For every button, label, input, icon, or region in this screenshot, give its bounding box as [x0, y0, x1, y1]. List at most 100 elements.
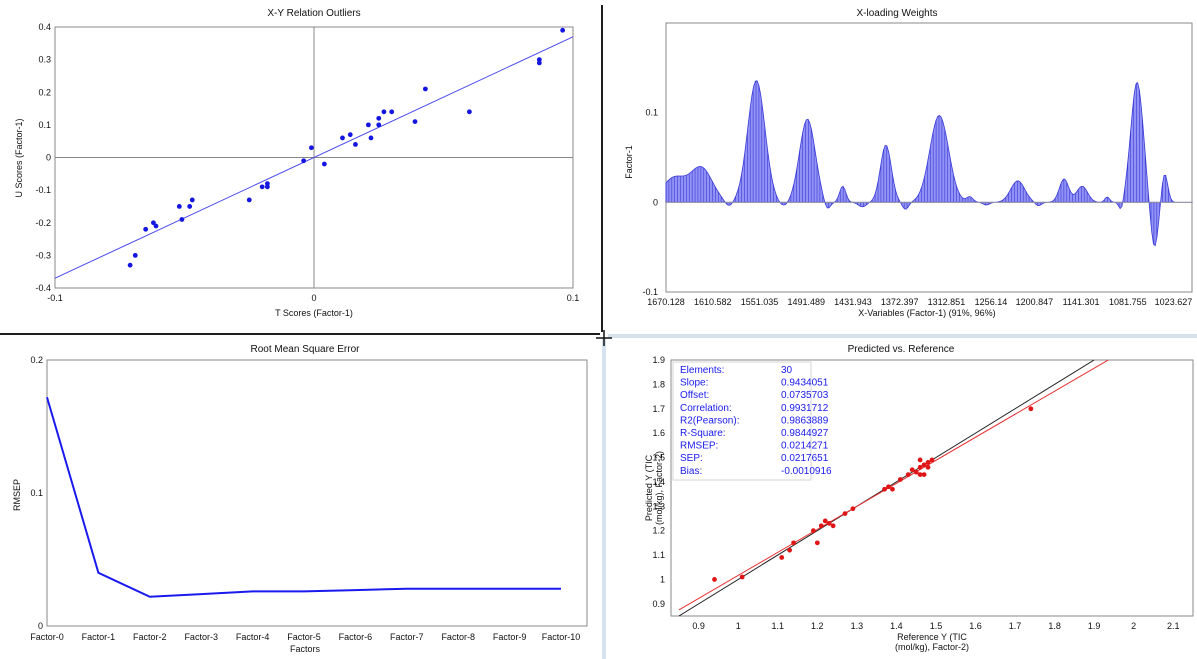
- rmse-x-tick-label: Factor-4: [236, 632, 270, 642]
- pred-x-tick-label: 1.8: [1048, 621, 1061, 631]
- xy-y-tick-label: -0.1: [35, 185, 51, 195]
- pred-data-point: [890, 486, 895, 492]
- pred-stat-value: 0.0217651: [781, 453, 829, 464]
- xy-relation-outliers-panel: X-Y Relation Outliers 0.40.30.20.10-0.1-…: [14, 8, 579, 318]
- xload-x-tick-label: 1610.582: [694, 297, 732, 307]
- rmse-x-axis-label: Factors: [290, 644, 321, 654]
- xload-y-tick-label: 0: [653, 197, 658, 207]
- pred-stats-background: [672, 361, 812, 481]
- pred-data-point: [925, 464, 931, 470]
- xy-data-point: [246, 197, 252, 203]
- xy-data-point: [376, 122, 382, 128]
- xload-chart-title: X-loading Weights: [857, 8, 938, 19]
- pred-data-point: [921, 472, 927, 477]
- xy-data-point: [301, 158, 307, 164]
- pred-data-point: [712, 577, 717, 582]
- rmse-y-tick-label: 0.1: [30, 488, 43, 498]
- pred-data-point: [917, 457, 923, 463]
- pred-data-point: [814, 540, 820, 546]
- pred-y-tick-label: 1.3: [652, 501, 665, 511]
- pred-data-point: [897, 477, 903, 482]
- xload-x-tick-label: 1312.851: [928, 297, 966, 307]
- rmse-plot-frame: [46, 359, 588, 627]
- pred-data-point: [830, 523, 836, 529]
- xy-data-point: [376, 115, 382, 121]
- xy-data-point: [189, 197, 195, 203]
- pred-y-tick-label: 0.9: [652, 599, 665, 609]
- xy-data-point: [353, 142, 358, 147]
- pred-points: [712, 406, 1034, 582]
- xload-y-axis-label: Factor-1: [624, 145, 634, 179]
- xy-data-point: [365, 122, 371, 128]
- rmse-x-tick-label: Factor-3: [184, 632, 218, 642]
- pred-tick-labels: 1.9 1.8 1.7 1.6 1.5 1.4 1.3 1.2 1.1 1 0.9 0.9 1 1.1 1.…: [652, 355, 1179, 631]
- pred-data-point: [822, 518, 828, 524]
- splitter-cross[interactable]: [596, 330, 612, 346]
- pred-stat-label: R2(Pearson):: [680, 415, 739, 426]
- xload-x-tick-label: 1431.943: [834, 297, 872, 307]
- xy-y-tick-label: -0.3: [35, 250, 51, 260]
- pred-x-tick-label: 1: [736, 621, 741, 631]
- xy-data-point: [264, 181, 270, 187]
- pred-stat-value: 0.9434051: [781, 378, 829, 389]
- pred-data-point: [917, 464, 923, 470]
- xload-x-tick-label: 1023.627: [1155, 297, 1193, 307]
- xy-data-point: [389, 109, 395, 115]
- pred-data-point: [787, 547, 793, 553]
- xy-regression-line: [54, 36, 574, 279]
- xload-curve-area: [665, 80, 1193, 247]
- xy-points: [127, 27, 566, 268]
- xy-data-point: [340, 135, 345, 141]
- xy-data-point: [132, 252, 138, 258]
- rmse-x-tick-label: Factor-0: [30, 632, 64, 642]
- pred-y-tick-label: 1.5: [652, 453, 665, 463]
- xy-data-point: [176, 204, 182, 209]
- pred-stat-label: SEP:: [680, 453, 703, 464]
- rmse-x-tick-label: Factor-6: [339, 632, 373, 642]
- xy-data-point: [560, 27, 566, 33]
- pred-data-point: [882, 486, 887, 492]
- pred-stat-value: 0.9844927: [781, 428, 829, 439]
- rmse-x-tick-label: Factor-1: [82, 632, 116, 642]
- rmse-x-tick-label: Factor-2: [133, 632, 167, 642]
- xload-x-tick-label: 1256.14: [975, 297, 1008, 307]
- pred-y-axis-label-line: (mol/kg), Factor-2): [654, 451, 664, 525]
- pred-stat-value: 0.0735703: [781, 390, 829, 401]
- pred-stat-label: Correlation:: [680, 403, 732, 414]
- pred-x-tick-label: 1.6: [969, 621, 982, 631]
- pred-data-point: [1028, 406, 1034, 412]
- pred-y-tick-label: 1.8: [652, 379, 665, 389]
- pred-x-tick-label: 0.9: [692, 621, 705, 631]
- rmse-y-tick-label: 0.2: [30, 355, 43, 365]
- pred-x-axis-label-line: Reference Y (TIC: [897, 632, 967, 642]
- pred-y-tick-label: 1.4: [652, 477, 665, 487]
- pred-data-point: [929, 457, 935, 463]
- xy-y-tick-label: -0.2: [35, 218, 51, 228]
- xy-y-tick-label: 0: [46, 153, 51, 163]
- pred-data-point: [909, 467, 915, 473]
- pred-stat-label: RMSEP:: [680, 441, 718, 452]
- pred-data-point: [739, 574, 745, 580]
- rmse-x-tick-label: Factor-10: [542, 632, 581, 642]
- xy-data-point: [422, 86, 428, 92]
- pred-y-tick-label: 1.6: [652, 428, 665, 438]
- xy-tick-labels: 0.40.30.20.10-0.1-0.2-0.3-0.4-0.1 0 0.1: [35, 22, 579, 303]
- xy-data-point: [467, 109, 472, 115]
- pred-x-tick-label: 1.5: [930, 621, 943, 631]
- pred-stat-label: R-Square:: [680, 428, 726, 439]
- pred-x-tick-label: 1.1: [772, 621, 785, 631]
- predicted-vs-reference-panel: Predicted vs. Reference 1.91.81.71.61.51…: [644, 344, 1194, 652]
- xy-x-axis-label: T Scores (Factor-1): [275, 308, 353, 318]
- pred-y-tick-label: 1.1: [652, 550, 665, 560]
- pred-data-point: [826, 520, 832, 526]
- pred-y-tick-label: 1: [660, 574, 665, 584]
- xy-x-tick-label: -0.1: [47, 293, 63, 303]
- rmse-chart-title: Root Mean Square Error: [251, 344, 361, 355]
- xy-data-point: [153, 223, 159, 229]
- pred-x-axis-label-line: (mol/kg), Factor-2): [895, 642, 969, 652]
- pred-stat-value: -0.0010916: [781, 466, 832, 477]
- rmse-x-tick-label: Factor-8: [441, 632, 475, 642]
- xy-data-point: [143, 226, 149, 232]
